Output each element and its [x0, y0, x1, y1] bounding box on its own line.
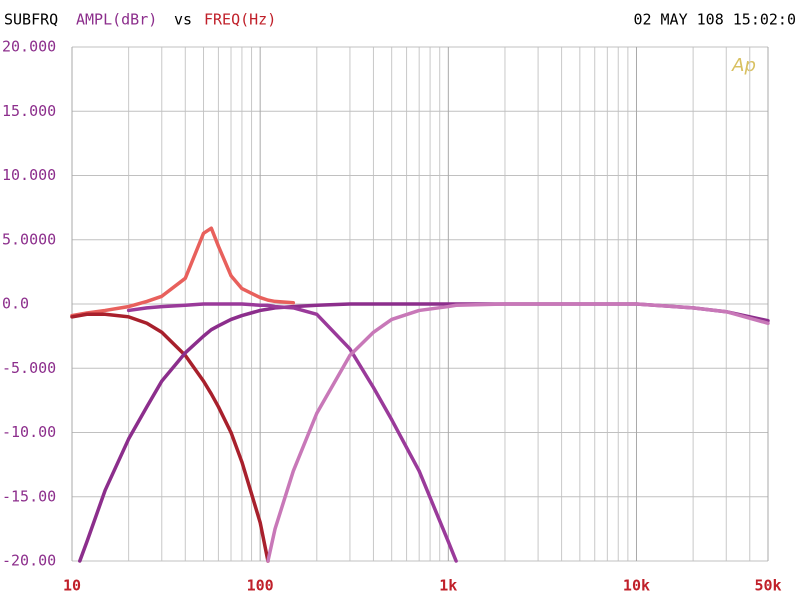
header-x-quantity: FREQ(Hz)	[204, 11, 276, 29]
y-tick-label: 10.000	[2, 166, 56, 184]
y-tick-label: -10.00	[2, 423, 56, 441]
header-vs: vs	[174, 11, 192, 29]
series-line	[70, 312, 270, 563]
y-tick-label: 0.0	[2, 295, 29, 313]
x-tick-label: 100	[247, 577, 274, 595]
series-line	[126, 302, 458, 563]
x-tick-label: 1k	[439, 577, 457, 595]
y-tick-label: 5.0000	[2, 230, 56, 248]
x-tick-label: 10	[63, 577, 81, 595]
y-tick-label: -15.00	[2, 487, 56, 505]
header-y-quantity: AMPL(dBr)	[76, 11, 157, 29]
header-name: SUBFRQ	[4, 11, 58, 29]
y-tick-label: -5.000	[2, 359, 56, 377]
y-tick-label: -20.00	[2, 552, 56, 570]
header-timestamp: 02 MAY 108 15:02:0	[633, 11, 796, 29]
logo: Ap	[731, 55, 756, 76]
x-tick-label: 10k	[623, 577, 650, 595]
y-tick-label: 20.000	[2, 38, 56, 56]
series-line	[266, 302, 770, 563]
y-tick-label: 15.000	[2, 102, 56, 120]
series-line	[70, 226, 296, 318]
x-tick-label: 50k	[754, 577, 781, 595]
